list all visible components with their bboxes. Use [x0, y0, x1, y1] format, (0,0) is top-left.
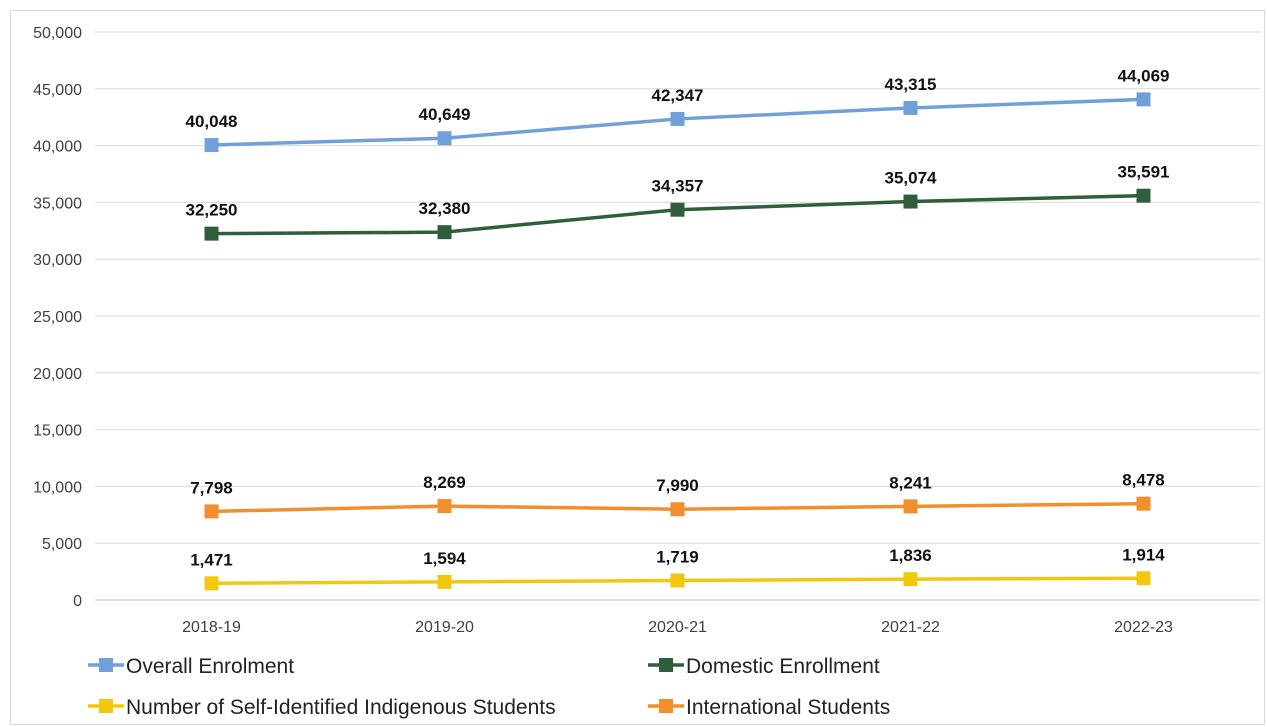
data-label: 35,074 [885, 169, 938, 188]
chart-frame [10, 10, 1265, 725]
gridlines [95, 31, 1260, 601]
legend-item: Number of Self-Identified Indigenous Stu… [88, 696, 556, 719]
legend-marker [99, 658, 113, 672]
y-tick-label: 15,000 [33, 423, 82, 440]
y-tick-label: 30,000 [33, 252, 82, 269]
data-point [437, 499, 452, 514]
y-tick-label: 10,000 [33, 479, 82, 496]
legend-item: Overall Enrolment [88, 655, 294, 678]
data-point [1136, 496, 1151, 511]
legend-marker [99, 699, 113, 713]
data-labels: 40,048 40,649 42,347 43,315 44,069 32,250 32,3… [186, 66, 1170, 569]
data-label: 1,914 [1122, 545, 1165, 564]
data-point [1136, 92, 1151, 107]
y-tick-label: 20,000 [33, 366, 82, 383]
legend-item: Domestic Enrollment [648, 655, 880, 678]
data-label: 44,069 [1118, 66, 1170, 85]
legend: Overall Enrolment Domestic Enrollment Numb… [88, 655, 890, 719]
data-label: 42,347 [652, 86, 704, 105]
x-tick-label: 2021-22 [881, 619, 940, 636]
data-point [1136, 571, 1151, 586]
data-label: 1,836 [889, 546, 932, 565]
x-tick-label: 2018-19 [182, 619, 241, 636]
legend-marker [659, 699, 673, 713]
data-point [204, 226, 219, 241]
data-label: 7,798 [190, 478, 233, 497]
data-point [204, 138, 219, 153]
y-tick-label: 50,000 [33, 25, 82, 42]
legend-label: International Students [686, 696, 890, 719]
data-point [204, 576, 219, 591]
y-tick-label: 25,000 [33, 309, 82, 326]
data-point [670, 502, 685, 517]
data-label: 34,357 [652, 177, 704, 196]
x-tick-label: 2020-21 [648, 619, 707, 636]
data-point [903, 100, 918, 115]
series-markers [204, 92, 1151, 591]
data-label: 1,471 [190, 550, 233, 569]
y-tick-label: 0 [73, 593, 82, 610]
legend-label: Overall Enrolment [126, 655, 294, 678]
legend-marker [659, 658, 673, 672]
data-label: 8,478 [1122, 471, 1165, 490]
legend-label: Number of Self-Identified Indigenous Stu… [126, 696, 556, 719]
x-axis-ticks: 2018-19 2019-20 2020-21 2021-22 2022-23 [182, 619, 1173, 636]
legend-item: International Students [648, 696, 890, 719]
data-point [670, 573, 685, 588]
legend-label: Domestic Enrollment [686, 655, 880, 678]
data-label: 40,649 [419, 105, 471, 124]
data-point [903, 572, 918, 587]
data-label: 1,719 [656, 547, 699, 566]
data-label: 8,269 [423, 473, 466, 492]
data-point [437, 131, 452, 146]
data-point [903, 194, 918, 209]
y-tick-label: 45,000 [33, 82, 82, 99]
data-point [670, 111, 685, 126]
x-tick-label: 2019-20 [415, 619, 474, 636]
x-tick-label: 2022-23 [1114, 619, 1173, 636]
data-label: 35,591 [1118, 163, 1170, 182]
y-axis-ticks: 0 5,000 10,000 15,000 20,000 25,000 30,000 35,0… [33, 25, 82, 610]
data-label: 7,990 [656, 476, 699, 495]
data-label: 1,594 [423, 549, 466, 568]
y-tick-label: 5,000 [42, 536, 82, 553]
data-label: 32,380 [419, 199, 471, 218]
data-point [903, 499, 918, 514]
data-point [670, 202, 685, 217]
data-point [437, 574, 452, 589]
data-label: 43,315 [885, 75, 937, 94]
y-tick-label: 40,000 [33, 139, 82, 156]
data-label: 8,241 [889, 473, 932, 492]
data-point [1136, 188, 1151, 203]
data-point [204, 504, 219, 519]
data-point [437, 225, 452, 240]
data-label: 40,048 [186, 112, 238, 131]
data-label: 32,250 [186, 201, 238, 220]
y-tick-label: 35,000 [33, 195, 82, 212]
